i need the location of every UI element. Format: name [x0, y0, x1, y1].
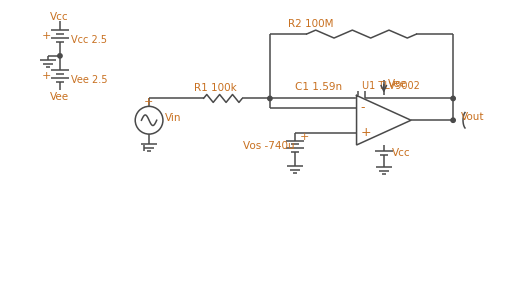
Text: Vcc: Vcc — [392, 148, 411, 158]
Text: Vee: Vee — [50, 92, 69, 103]
Text: C1 1.59n: C1 1.59n — [295, 82, 342, 92]
Text: Vcc 2.5: Vcc 2.5 — [71, 35, 107, 45]
Polygon shape — [357, 96, 411, 145]
Text: +: + — [144, 97, 154, 107]
Text: +: + — [42, 71, 51, 81]
Text: +: + — [42, 31, 51, 41]
Circle shape — [451, 96, 455, 101]
Text: +: + — [299, 132, 309, 142]
Text: Vos -740u: Vos -740u — [243, 141, 295, 151]
Circle shape — [268, 96, 272, 101]
Text: U1 TLV9002: U1 TLV9002 — [362, 81, 420, 90]
Text: R2 100M: R2 100M — [288, 19, 333, 29]
Text: Vin: Vin — [165, 113, 182, 123]
Text: R1 100k: R1 100k — [194, 83, 236, 92]
Text: +: + — [361, 126, 371, 139]
Text: Vee 2.5: Vee 2.5 — [71, 75, 107, 85]
Circle shape — [58, 54, 62, 58]
Text: Vout: Vout — [461, 112, 485, 122]
Text: -: - — [361, 101, 365, 114]
Circle shape — [451, 118, 455, 122]
Text: Vee: Vee — [388, 79, 407, 89]
Text: Vcc: Vcc — [50, 12, 69, 22]
